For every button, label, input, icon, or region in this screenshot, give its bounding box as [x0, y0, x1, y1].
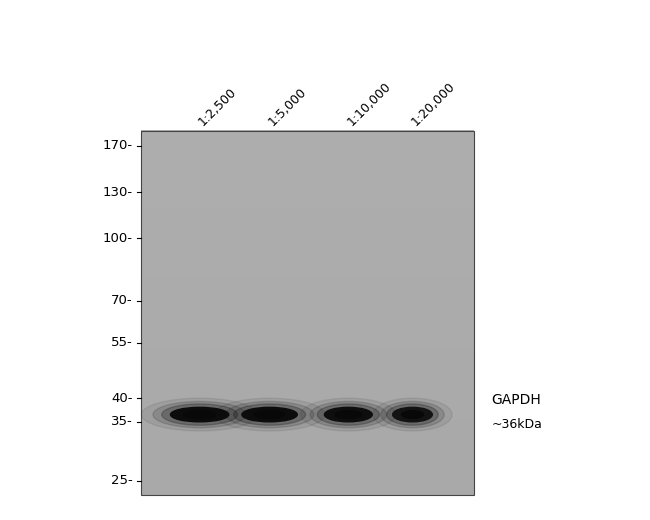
Text: 170-: 170-	[103, 139, 133, 152]
Ellipse shape	[317, 404, 380, 425]
Ellipse shape	[387, 404, 438, 425]
Ellipse shape	[393, 407, 432, 422]
Ellipse shape	[233, 404, 306, 425]
Ellipse shape	[381, 401, 444, 428]
Ellipse shape	[141, 398, 258, 431]
Ellipse shape	[170, 407, 229, 422]
Ellipse shape	[335, 411, 361, 419]
Text: 1:10,000: 1:10,000	[345, 80, 394, 129]
Text: 100-: 100-	[103, 232, 133, 245]
Text: ~36kDa: ~36kDa	[491, 418, 542, 431]
Ellipse shape	[183, 411, 216, 419]
Text: 25-: 25-	[111, 474, 133, 487]
Ellipse shape	[242, 407, 297, 422]
Ellipse shape	[324, 407, 372, 422]
Text: 35-: 35-	[111, 415, 133, 428]
Ellipse shape	[254, 411, 285, 419]
Text: 40-: 40-	[111, 392, 133, 405]
Ellipse shape	[162, 404, 237, 425]
Text: GAPDH: GAPDH	[491, 394, 541, 408]
Ellipse shape	[402, 411, 423, 419]
Ellipse shape	[153, 401, 246, 428]
Text: 130-: 130-	[103, 186, 133, 199]
Text: 70-: 70-	[111, 294, 133, 307]
Text: 1:5,000: 1:5,000	[266, 86, 309, 129]
Ellipse shape	[310, 401, 387, 428]
Text: 55-: 55-	[111, 336, 133, 349]
Ellipse shape	[373, 398, 452, 431]
Bar	[141, 131, 474, 495]
Text: 1:2,500: 1:2,500	[196, 86, 239, 129]
Text: 1:20,000: 1:20,000	[409, 80, 458, 129]
Ellipse shape	[300, 398, 396, 431]
Ellipse shape	[226, 401, 314, 428]
Ellipse shape	[214, 398, 325, 431]
